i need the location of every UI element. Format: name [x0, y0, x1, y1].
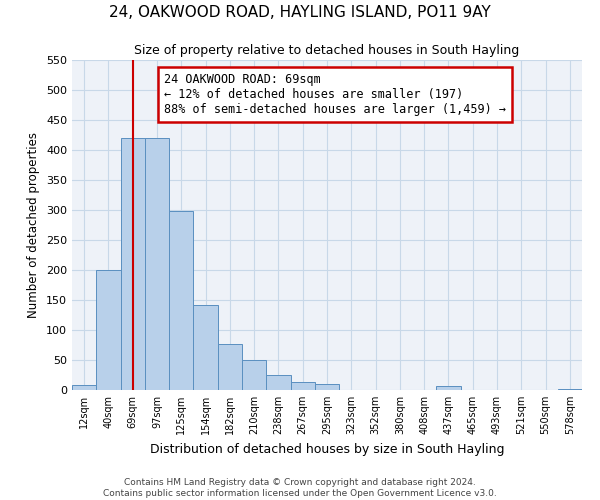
Y-axis label: Number of detached properties: Number of detached properties — [28, 132, 40, 318]
X-axis label: Distribution of detached houses by size in South Hayling: Distribution of detached houses by size … — [150, 442, 504, 456]
Bar — [558, 389, 582, 390]
Bar — [121, 138, 145, 390]
Bar — [290, 382, 315, 390]
Bar — [242, 360, 266, 390]
Bar — [266, 375, 290, 390]
Bar — [169, 211, 193, 390]
Title: Size of property relative to detached houses in South Hayling: Size of property relative to detached ho… — [134, 44, 520, 58]
Bar — [96, 270, 121, 390]
Bar — [193, 305, 218, 390]
Bar — [315, 384, 339, 390]
Bar — [72, 385, 96, 390]
Bar — [436, 386, 461, 390]
Bar — [218, 344, 242, 390]
Text: 24, OAKWOOD ROAD, HAYLING ISLAND, PO11 9AY: 24, OAKWOOD ROAD, HAYLING ISLAND, PO11 9… — [109, 5, 491, 20]
Bar — [145, 138, 169, 390]
Text: 24 OAKWOOD ROAD: 69sqm
← 12% of detached houses are smaller (197)
88% of semi-de: 24 OAKWOOD ROAD: 69sqm ← 12% of detached… — [164, 73, 506, 116]
Text: Contains HM Land Registry data © Crown copyright and database right 2024.
Contai: Contains HM Land Registry data © Crown c… — [103, 478, 497, 498]
